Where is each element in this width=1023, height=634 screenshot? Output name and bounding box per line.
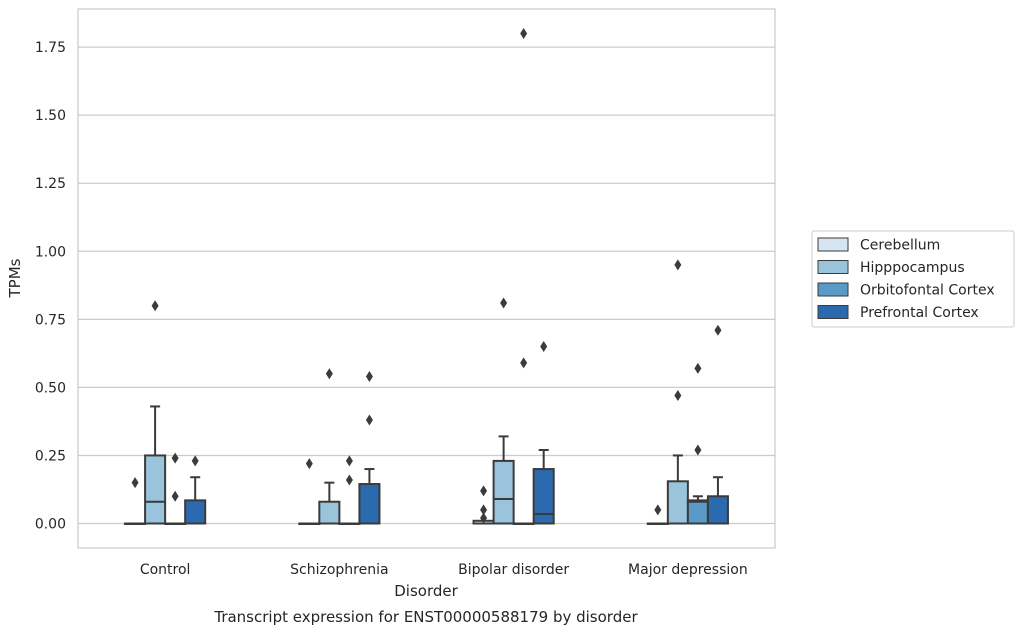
box-group bbox=[492, 297, 515, 525]
y-tick-label: 1.75 bbox=[35, 40, 66, 56]
outlier-point bbox=[171, 490, 179, 502]
gridlines bbox=[78, 46, 775, 525]
chart-caption: Transcript expression for ENST0000058817… bbox=[213, 608, 638, 626]
box-group bbox=[532, 341, 555, 525]
legend-label: Hipppocampus bbox=[860, 260, 965, 276]
y-tick-label: 0.00 bbox=[35, 517, 66, 533]
legend-label: Cerebellum bbox=[860, 238, 940, 254]
outlier-point bbox=[480, 504, 488, 516]
outlier-point bbox=[305, 458, 313, 470]
box-iqr bbox=[318, 500, 341, 525]
outlier-point bbox=[131, 477, 139, 489]
outlier-point bbox=[171, 452, 179, 464]
outlier-point bbox=[520, 28, 528, 39]
box-group bbox=[666, 259, 689, 525]
outlier-point bbox=[480, 485, 488, 497]
box-iqr bbox=[358, 483, 381, 525]
box-iqr bbox=[532, 468, 555, 525]
boxes-layer bbox=[124, 28, 729, 525]
outlier-point bbox=[151, 300, 159, 312]
box-group bbox=[358, 371, 381, 525]
legend-frame bbox=[811, 230, 1015, 328]
plot-background bbox=[78, 9, 775, 548]
box-group bbox=[706, 324, 729, 525]
outlier-point bbox=[694, 362, 702, 374]
legend-swatch bbox=[817, 305, 849, 319]
outlier-point bbox=[500, 297, 508, 309]
x-tick-label: Bipolar disorder bbox=[458, 562, 569, 578]
box-iqr bbox=[686, 499, 709, 525]
box-iqr bbox=[184, 499, 207, 525]
y-tick-labels: 0.00 0.25 0.50 0.75 1.00 1.25 1.50 1.75 bbox=[35, 40, 66, 532]
box-iqr bbox=[706, 495, 729, 525]
box-group bbox=[144, 300, 167, 525]
outlier-point bbox=[365, 371, 373, 382]
outlier-point bbox=[191, 455, 199, 467]
box-iqr bbox=[666, 480, 689, 525]
legend-label: Orbitofontal Cortex bbox=[860, 283, 995, 299]
plot-frame bbox=[77, 8, 776, 549]
outlier-point bbox=[674, 390, 682, 402]
box-iqr bbox=[144, 454, 167, 525]
y-tick-label: 0.25 bbox=[35, 448, 66, 464]
legend-swatch bbox=[817, 237, 849, 252]
legend: Cerebellum Hipppocampus Orbitofontal Corte… bbox=[811, 230, 1015, 328]
outlier-point bbox=[714, 324, 722, 336]
y-axis-title: TPMs bbox=[6, 258, 24, 298]
legend-swatch bbox=[817, 282, 849, 297]
x-tick-labels: Control Schizophrenia Bipolar disorder Majo… bbox=[140, 562, 748, 578]
y-tick-label: 1.50 bbox=[35, 108, 66, 124]
outlier-point bbox=[480, 512, 488, 524]
outlier-point bbox=[365, 414, 373, 426]
x-axis-title: Disorder bbox=[394, 582, 458, 600]
outlier-point bbox=[520, 357, 528, 369]
box-group bbox=[686, 362, 709, 525]
outlier-point bbox=[674, 259, 682, 271]
outlier-point bbox=[654, 504, 662, 516]
outlier-point bbox=[325, 368, 333, 380]
box-group bbox=[184, 455, 207, 525]
outlier-point bbox=[345, 474, 353, 486]
y-tick-label: 1.25 bbox=[35, 176, 66, 192]
box-group bbox=[512, 28, 535, 525]
outlier-point bbox=[694, 444, 702, 456]
box-iqr bbox=[492, 459, 515, 525]
outlier-point bbox=[540, 341, 548, 353]
x-tick-label: Schizophrenia bbox=[290, 562, 388, 578]
y-tick-label: 1.00 bbox=[35, 244, 66, 260]
box-group bbox=[164, 452, 187, 525]
x-tick-label: Major depression bbox=[628, 562, 748, 578]
box-group bbox=[318, 368, 341, 525]
x-tick-label: Control bbox=[140, 562, 191, 578]
y-tick-label: 0.50 bbox=[35, 380, 66, 396]
y-tick-label: 0.75 bbox=[35, 312, 66, 328]
legend-label: Prefrontal Cortex bbox=[860, 305, 979, 321]
legend-swatch bbox=[817, 260, 849, 274]
outlier-point bbox=[345, 455, 353, 467]
